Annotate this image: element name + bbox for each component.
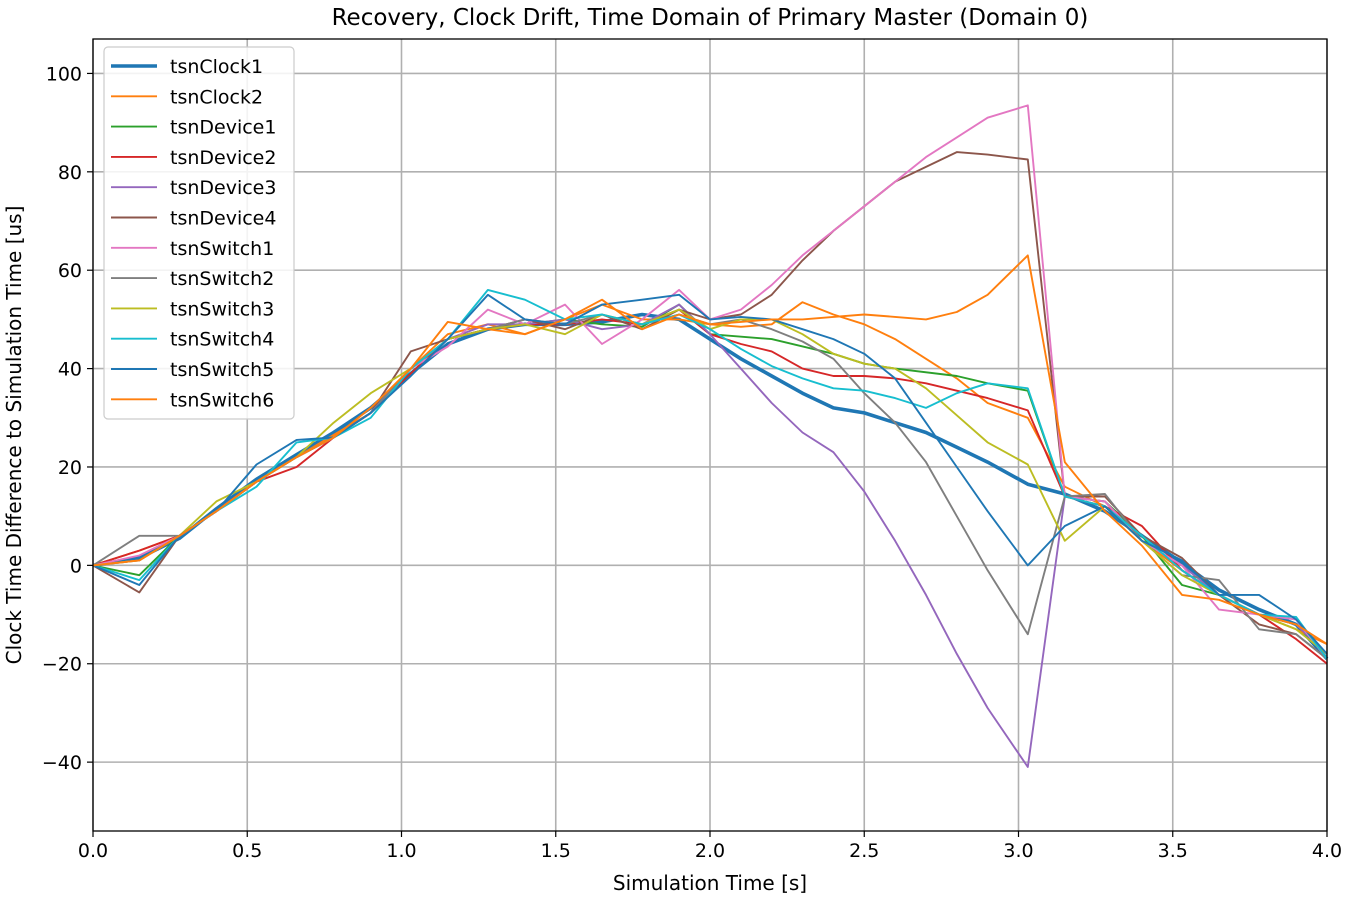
y-tick-label: 40 [58, 359, 82, 381]
legend-label: tsnClock2 [170, 86, 263, 108]
x-axis-label: Simulation Time [s] [613, 871, 807, 895]
series-line-tsnSwitch5 [92, 293, 1328, 655]
y-tick-label: −20 [42, 654, 82, 676]
x-tick-label: 2.5 [849, 840, 879, 862]
y-tick-label: 80 [58, 162, 82, 184]
chart-title: Recovery, Clock Drift, Time Domain of Pr… [332, 5, 1089, 31]
legend-label: tsnDevice3 [170, 177, 276, 199]
x-tick-label: 3.5 [1158, 840, 1188, 862]
legend-label: tsnSwitch5 [170, 359, 274, 381]
legend-label: tsnSwitch4 [170, 329, 274, 351]
legend-label: tsnDevice4 [170, 208, 276, 230]
legend-label: tsnSwitch3 [170, 298, 274, 320]
x-tick-label: 1.0 [386, 840, 416, 862]
x-tick-label: 0.5 [232, 840, 262, 862]
y-tick-label: 60 [58, 260, 82, 282]
legend-label: tsnSwitch1 [170, 238, 274, 260]
x-tick-label: 4.0 [1312, 840, 1342, 862]
y-axis-label: Clock Time Difference to Simulation Time… [2, 206, 26, 665]
series-lines [92, 104, 1329, 768]
y-tick-label: 0 [70, 555, 82, 577]
x-tick-label: 2.0 [695, 840, 725, 862]
x-tick-label: 1.5 [541, 840, 571, 862]
x-axis: 0.0 0.5 1.0 1.5 2.0 2.5 3.0 3.5 4.0 [78, 831, 1342, 862]
legend-label: tsnClock1 [170, 56, 263, 78]
legend-label: tsnDevice2 [170, 147, 276, 169]
legend-label: tsnSwitch2 [170, 268, 274, 290]
y-tick-label: 100 [46, 63, 82, 85]
y-tick-label: −40 [42, 752, 82, 774]
x-tick-label: 0.0 [78, 840, 108, 862]
legend-label: tsnDevice1 [170, 117, 276, 139]
series-line-tsnDevice2 [92, 308, 1328, 665]
legend-label: tsnSwitch6 [170, 389, 274, 411]
x-tick-label: 3.0 [1003, 840, 1033, 862]
series-line-tsnSwitch6 [92, 254, 1328, 645]
legend: tsnClock1 tsnClock2 tsnDevice1 tsnDevice2 ts… [103, 46, 295, 420]
y-tick-label: 20 [58, 457, 82, 479]
legend-box [103, 46, 295, 420]
y-axis: −40 −20 0 20 40 60 80 100 [42, 63, 93, 774]
